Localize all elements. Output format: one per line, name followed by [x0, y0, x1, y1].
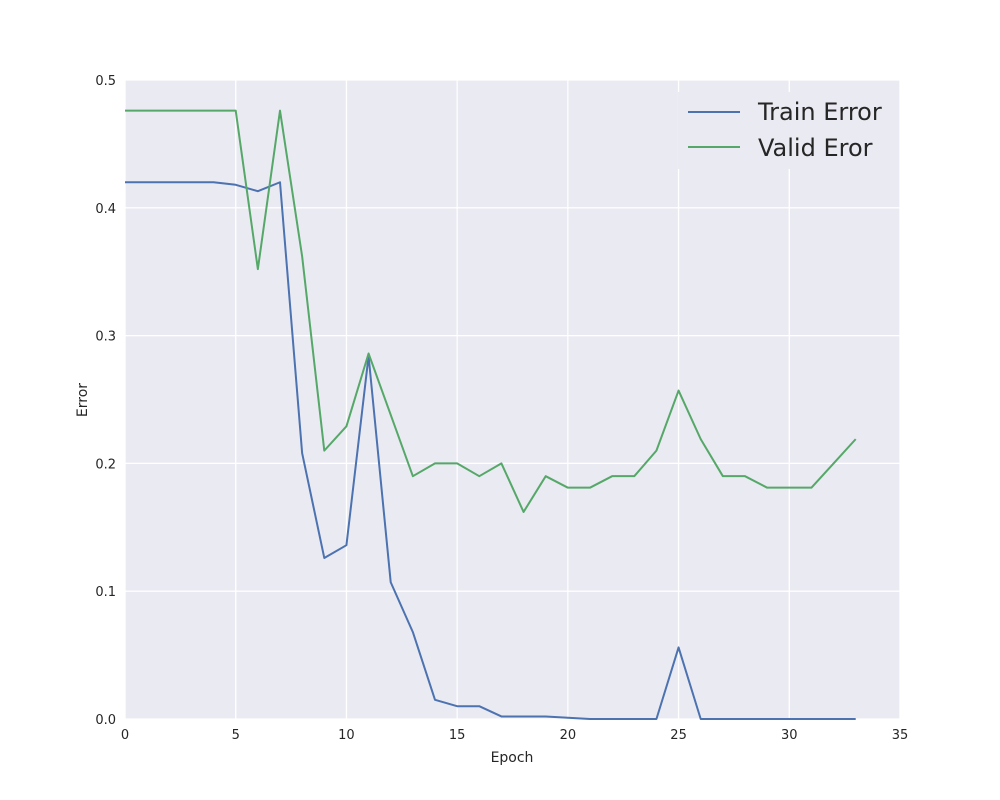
legend-label-train-error: Train Error	[757, 98, 882, 126]
y-tick-label-5: 0.5	[95, 74, 116, 89]
x-tick-label-1: 5	[232, 728, 240, 743]
y-axis-ticks: 0.0 0.1 0.2 0.3 0.4 0.5	[95, 74, 116, 728]
x-tick-label-2: 10	[338, 728, 355, 743]
plot-area	[125, 80, 900, 719]
x-tick-label-6: 30	[781, 728, 798, 743]
series-group	[125, 109, 857, 720]
legend-label-valid-error: Valid Eror	[758, 134, 873, 162]
y-tick-label-3: 0.3	[95, 330, 116, 345]
x-tick-label-5: 25	[670, 728, 687, 743]
x-axis-ticks: 0 5 10 15 20 25 30 35	[121, 728, 908, 743]
legend-box	[678, 92, 888, 169]
y-tick-label-0: 0.0	[95, 713, 116, 728]
x-tick-label-3: 15	[449, 728, 466, 743]
series-line-valid-eror	[125, 109, 857, 513]
y-tick-label-1: 0.1	[95, 585, 116, 600]
x-tick-label-4: 20	[560, 728, 577, 743]
y-tick-label-4: 0.4	[95, 202, 116, 217]
x-tick-label-0: 0	[121, 728, 129, 743]
grid	[124, 79, 901, 720]
y-axis-label: Error	[75, 383, 91, 417]
x-tick-label-7: 35	[892, 728, 909, 743]
legend: Train Error Valid Eror	[678, 92, 888, 169]
y-tick-label-2: 0.2	[95, 457, 116, 472]
x-axis-label: Epoch	[491, 750, 534, 766]
